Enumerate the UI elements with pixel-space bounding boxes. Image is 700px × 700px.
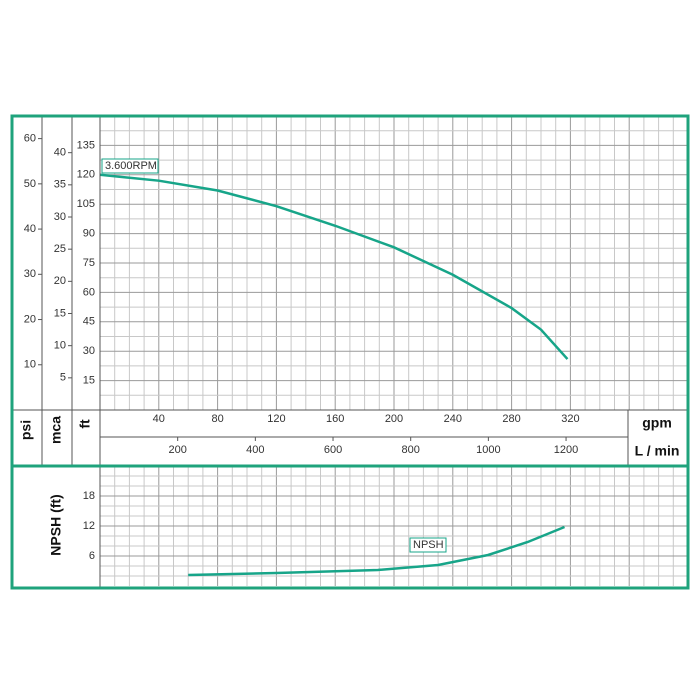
x2-tick-label: 800 bbox=[402, 444, 420, 456]
x-tick-label: 320 bbox=[561, 413, 579, 425]
y-tick-label: 120 bbox=[77, 169, 95, 181]
x2-tick-label: 1000 bbox=[476, 444, 500, 456]
y-tick-label: 135 bbox=[77, 139, 95, 151]
mca-tick-label: 20 bbox=[54, 275, 66, 287]
x-tick-label: 80 bbox=[211, 413, 223, 425]
x2-tick-label: 200 bbox=[168, 444, 186, 456]
y-tick-label: 60 bbox=[83, 286, 95, 298]
curve bbox=[188, 525, 565, 577]
x2-tick-label: 600 bbox=[324, 444, 342, 456]
legend-box bbox=[409, 537, 447, 553]
mca-tick-label: 30 bbox=[54, 211, 66, 223]
mca-tick-label: 15 bbox=[54, 307, 66, 319]
x-tick-label: 200 bbox=[385, 413, 403, 425]
legend-box bbox=[101, 158, 159, 174]
mca-tick-label: 25 bbox=[54, 243, 66, 255]
npsh-axis-title: NPSH (ft) bbox=[48, 494, 64, 555]
y-tick-label: 105 bbox=[77, 198, 95, 210]
y-tick-label: 45 bbox=[83, 316, 95, 328]
psi-tick-label: 20 bbox=[24, 313, 36, 325]
outer-frame bbox=[10, 114, 690, 590]
y-tick-label: 6 bbox=[89, 550, 95, 562]
x2-tick-label: 400 bbox=[246, 444, 264, 456]
curve bbox=[99, 173, 569, 360]
psi-tick-label: 50 bbox=[24, 178, 36, 190]
mca-tick-label: 5 bbox=[60, 372, 66, 384]
x-tick-label: 160 bbox=[326, 413, 344, 425]
mca-tick-label: 35 bbox=[54, 179, 66, 191]
psi-tick-label: 60 bbox=[24, 133, 36, 145]
y-tick-label: 75 bbox=[83, 257, 95, 269]
y-tick-label: 30 bbox=[83, 345, 95, 357]
mca-tick-label: 40 bbox=[54, 147, 66, 159]
ft-axis-title: ft bbox=[77, 419, 93, 429]
y-tick-label: 15 bbox=[83, 375, 95, 387]
x-tick-label: 240 bbox=[444, 413, 462, 425]
y-tick-label: 18 bbox=[83, 490, 95, 502]
y-tick-label: 90 bbox=[83, 228, 95, 240]
y-tick-label: 12 bbox=[83, 520, 95, 532]
x-tick-label: 40 bbox=[153, 413, 165, 425]
x2-axis-title: L / min bbox=[635, 443, 680, 459]
legend-label: 3.600RPM bbox=[105, 160, 157, 172]
x2-tick-label: 1200 bbox=[554, 444, 578, 456]
legend-label: NPSH bbox=[413, 539, 444, 551]
x-tick-label: 280 bbox=[502, 413, 520, 425]
psi-tick-label: 30 bbox=[24, 268, 36, 280]
psi-tick-label: 40 bbox=[24, 223, 36, 235]
x-tick-label: 120 bbox=[267, 413, 285, 425]
psi-tick-label: 10 bbox=[24, 359, 36, 371]
mca-axis-title: mca bbox=[48, 416, 64, 444]
mca-tick-label: 10 bbox=[54, 340, 66, 352]
psi-axis-title: psi bbox=[18, 420, 34, 440]
x-axis-title: gpm bbox=[642, 415, 672, 431]
